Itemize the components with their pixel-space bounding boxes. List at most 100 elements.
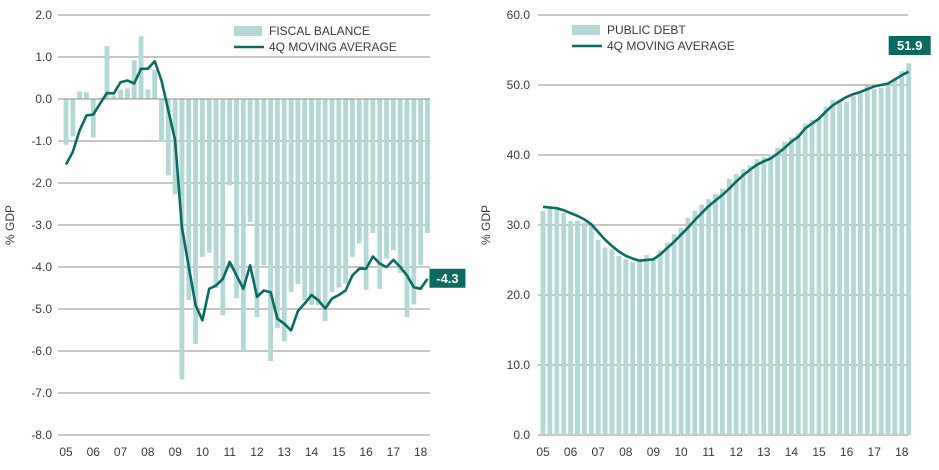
bar <box>275 99 280 328</box>
x-tick-label: 13 <box>757 445 771 459</box>
bar <box>679 228 684 435</box>
bar <box>145 89 150 99</box>
bar <box>302 99 307 300</box>
bar <box>77 91 82 99</box>
bar <box>851 96 856 435</box>
bar <box>234 99 239 299</box>
bar <box>879 88 884 435</box>
bar <box>651 260 656 435</box>
bar <box>575 221 580 435</box>
bar <box>391 99 396 250</box>
y-tick-label: 50.0 <box>507 78 531 92</box>
bar <box>837 100 842 435</box>
bar <box>899 71 904 435</box>
bar <box>741 169 746 435</box>
x-tick-label: 06 <box>564 445 578 459</box>
end-value-label: -4.3 <box>436 271 458 286</box>
bar <box>844 102 849 435</box>
bar <box>152 70 157 99</box>
bar <box>384 99 389 259</box>
bar <box>755 159 760 435</box>
bar <box>665 243 670 436</box>
x-tick-label: 12 <box>250 445 264 459</box>
bar <box>768 154 773 435</box>
bar <box>865 86 870 435</box>
legend-line-label: 4Q MOVING AVERAGE <box>269 40 397 54</box>
y-tick-label: -8.0 <box>31 428 52 442</box>
y-tick-label: -6.0 <box>31 344 52 358</box>
legend-bar-label: PUBLIC DEBT <box>607 23 686 37</box>
bar <box>357 99 362 243</box>
x-tick-label: 11 <box>702 445 715 459</box>
bar <box>125 89 130 100</box>
x-tick-label: 13 <box>278 445 292 459</box>
bar <box>561 213 566 435</box>
bar <box>692 211 697 435</box>
bar <box>637 262 642 435</box>
bar <box>548 208 553 435</box>
bar <box>858 93 863 435</box>
bar <box>207 99 212 253</box>
bar <box>241 99 246 351</box>
x-tick-label: 15 <box>812 445 826 459</box>
bar <box>686 218 691 435</box>
bar <box>734 174 739 435</box>
x-tick-label: 10 <box>674 445 688 459</box>
bar <box>214 99 219 288</box>
bar <box>323 99 328 321</box>
bar <box>398 99 403 273</box>
bar <box>789 138 794 436</box>
x-tick-label: 11 <box>223 445 236 459</box>
x-tick-label: 08 <box>619 445 633 459</box>
bar <box>872 89 877 435</box>
bar <box>713 194 718 435</box>
bar <box>200 99 205 257</box>
bar <box>886 84 891 435</box>
y-tick-label: 30.0 <box>507 218 531 232</box>
bar <box>330 99 335 292</box>
bar <box>830 100 835 435</box>
bar <box>810 120 815 435</box>
end-value-label: 51.9 <box>897 38 922 53</box>
bar <box>411 99 416 304</box>
x-tick-label: 16 <box>840 445 854 459</box>
bar <box>261 99 266 265</box>
x-tick-label: 12 <box>730 445 744 459</box>
y-tick-label: 2.0 <box>35 8 52 22</box>
bar <box>796 133 801 435</box>
x-tick-label: 14 <box>305 445 319 459</box>
x-tick-label: 07 <box>114 445 128 459</box>
bar <box>268 99 273 361</box>
bar <box>343 99 348 284</box>
bar <box>623 259 628 435</box>
y-tick-label: 60.0 <box>507 8 531 22</box>
bar <box>336 99 341 288</box>
y-axis-label: % GDP <box>3 205 17 245</box>
x-tick-label: 09 <box>168 445 182 459</box>
bar <box>568 221 573 435</box>
x-tick-label: 08 <box>141 445 155 459</box>
bar <box>220 99 225 315</box>
bar <box>596 240 601 435</box>
bar <box>817 119 822 435</box>
y-tick-label: -3.0 <box>31 218 52 232</box>
y-tick-label: -5.0 <box>31 302 52 316</box>
bar <box>761 157 766 435</box>
bar <box>159 99 164 142</box>
x-tick-label: 05 <box>59 445 73 459</box>
y-tick-label: 0.0 <box>35 92 52 106</box>
bar <box>782 142 787 435</box>
bar <box>418 99 423 265</box>
y-tick-label: 1.0 <box>35 50 52 64</box>
bar <box>371 99 376 233</box>
bar <box>316 99 321 305</box>
legend-bar-swatch <box>572 25 600 35</box>
bar <box>658 250 663 435</box>
bar <box>118 90 123 99</box>
bar <box>803 124 808 436</box>
bar <box>589 226 594 435</box>
bar <box>582 223 587 435</box>
bar <box>720 189 725 435</box>
bar <box>906 63 911 435</box>
